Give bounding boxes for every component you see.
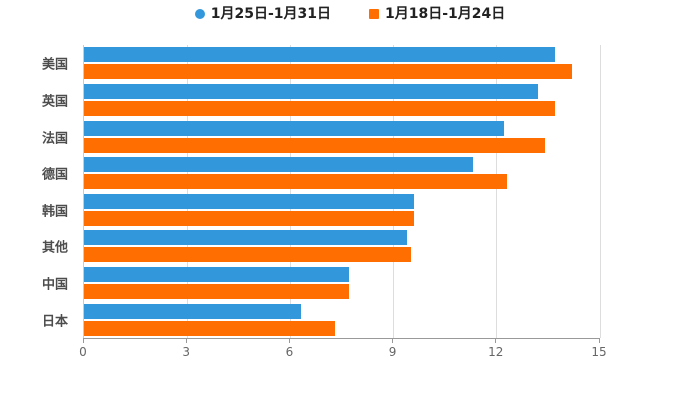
gridline bbox=[599, 45, 601, 338]
gridline bbox=[496, 45, 498, 338]
bar-group bbox=[84, 301, 600, 338]
legend: 1月25日-1月31日 1月18日-1月24日 bbox=[0, 7, 700, 21]
y-axis-label: 日本 bbox=[41, 314, 68, 330]
bar-group bbox=[84, 155, 600, 192]
bar-series2 bbox=[84, 64, 573, 80]
bar-series1 bbox=[84, 230, 408, 246]
y-axis-label: 韩国 bbox=[41, 204, 68, 220]
x-axis-tick-mark bbox=[288, 338, 290, 343]
legend-label-series1: 1月25日-1月31日 bbox=[210, 6, 331, 22]
bar-series2 bbox=[84, 100, 556, 116]
legend-marker-circle-icon bbox=[194, 9, 205, 19]
bar-series1 bbox=[84, 303, 301, 319]
bar-series2 bbox=[84, 284, 349, 300]
bar-series1 bbox=[84, 47, 556, 63]
bar-group bbox=[84, 45, 600, 82]
bar-series1 bbox=[84, 157, 473, 173]
legend-marker-square-icon bbox=[369, 9, 379, 19]
plot-area bbox=[83, 45, 601, 339]
x-axis-tick-label: 15 bbox=[591, 345, 607, 359]
bar-group bbox=[84, 265, 600, 302]
legend-item-series1[interactable]: 1月25日-1月31日 bbox=[194, 6, 331, 22]
gridline bbox=[393, 45, 395, 338]
gridline bbox=[186, 45, 188, 338]
x-axis: 0 3 6 9 12 15 bbox=[79, 338, 607, 362]
bar-group bbox=[84, 118, 600, 155]
x-axis-tick-label: 9 bbox=[388, 345, 397, 359]
bar-series2 bbox=[84, 247, 411, 263]
bar-group bbox=[84, 82, 600, 119]
y-axis-label: 其他 bbox=[41, 240, 68, 256]
bar-series2 bbox=[84, 174, 508, 190]
bar-group bbox=[84, 192, 600, 229]
y-axis-label: 英国 bbox=[41, 94, 68, 110]
x-axis-tick-label: 12 bbox=[488, 345, 504, 359]
x-axis-tick-mark bbox=[392, 338, 394, 343]
x-axis-tick-mark bbox=[598, 338, 600, 343]
bar-series1 bbox=[84, 267, 349, 283]
y-axis-label: 中国 bbox=[41, 277, 68, 293]
y-axis-labels: 美国英国法国德国韩国其他中国日本 bbox=[0, 45, 76, 338]
bar-group bbox=[84, 228, 600, 265]
y-axis-label: 德国 bbox=[41, 167, 68, 183]
x-axis-tick-mark bbox=[82, 338, 84, 343]
x-axis-tick-label: 6 bbox=[285, 345, 294, 359]
gridline bbox=[289, 45, 291, 338]
bar-series2 bbox=[84, 210, 415, 226]
legend-label-series2: 1月18日-1月24日 bbox=[385, 6, 506, 22]
legend-item-series2[interactable]: 1月18日-1月24日 bbox=[369, 7, 505, 21]
y-axis-label: 法国 bbox=[41, 131, 68, 147]
y-axis-label: 美国 bbox=[41, 57, 68, 73]
bar-series2 bbox=[84, 137, 545, 153]
bar-series1 bbox=[84, 193, 415, 209]
x-axis-tick-mark bbox=[495, 338, 497, 343]
bar-series1 bbox=[84, 120, 504, 136]
x-axis-tick-mark bbox=[185, 338, 187, 343]
x-axis-tick-label: 0 bbox=[79, 345, 87, 359]
bar-series1 bbox=[84, 83, 539, 99]
bar-series2 bbox=[84, 320, 336, 336]
x-axis-tick-label: 3 bbox=[182, 345, 191, 359]
